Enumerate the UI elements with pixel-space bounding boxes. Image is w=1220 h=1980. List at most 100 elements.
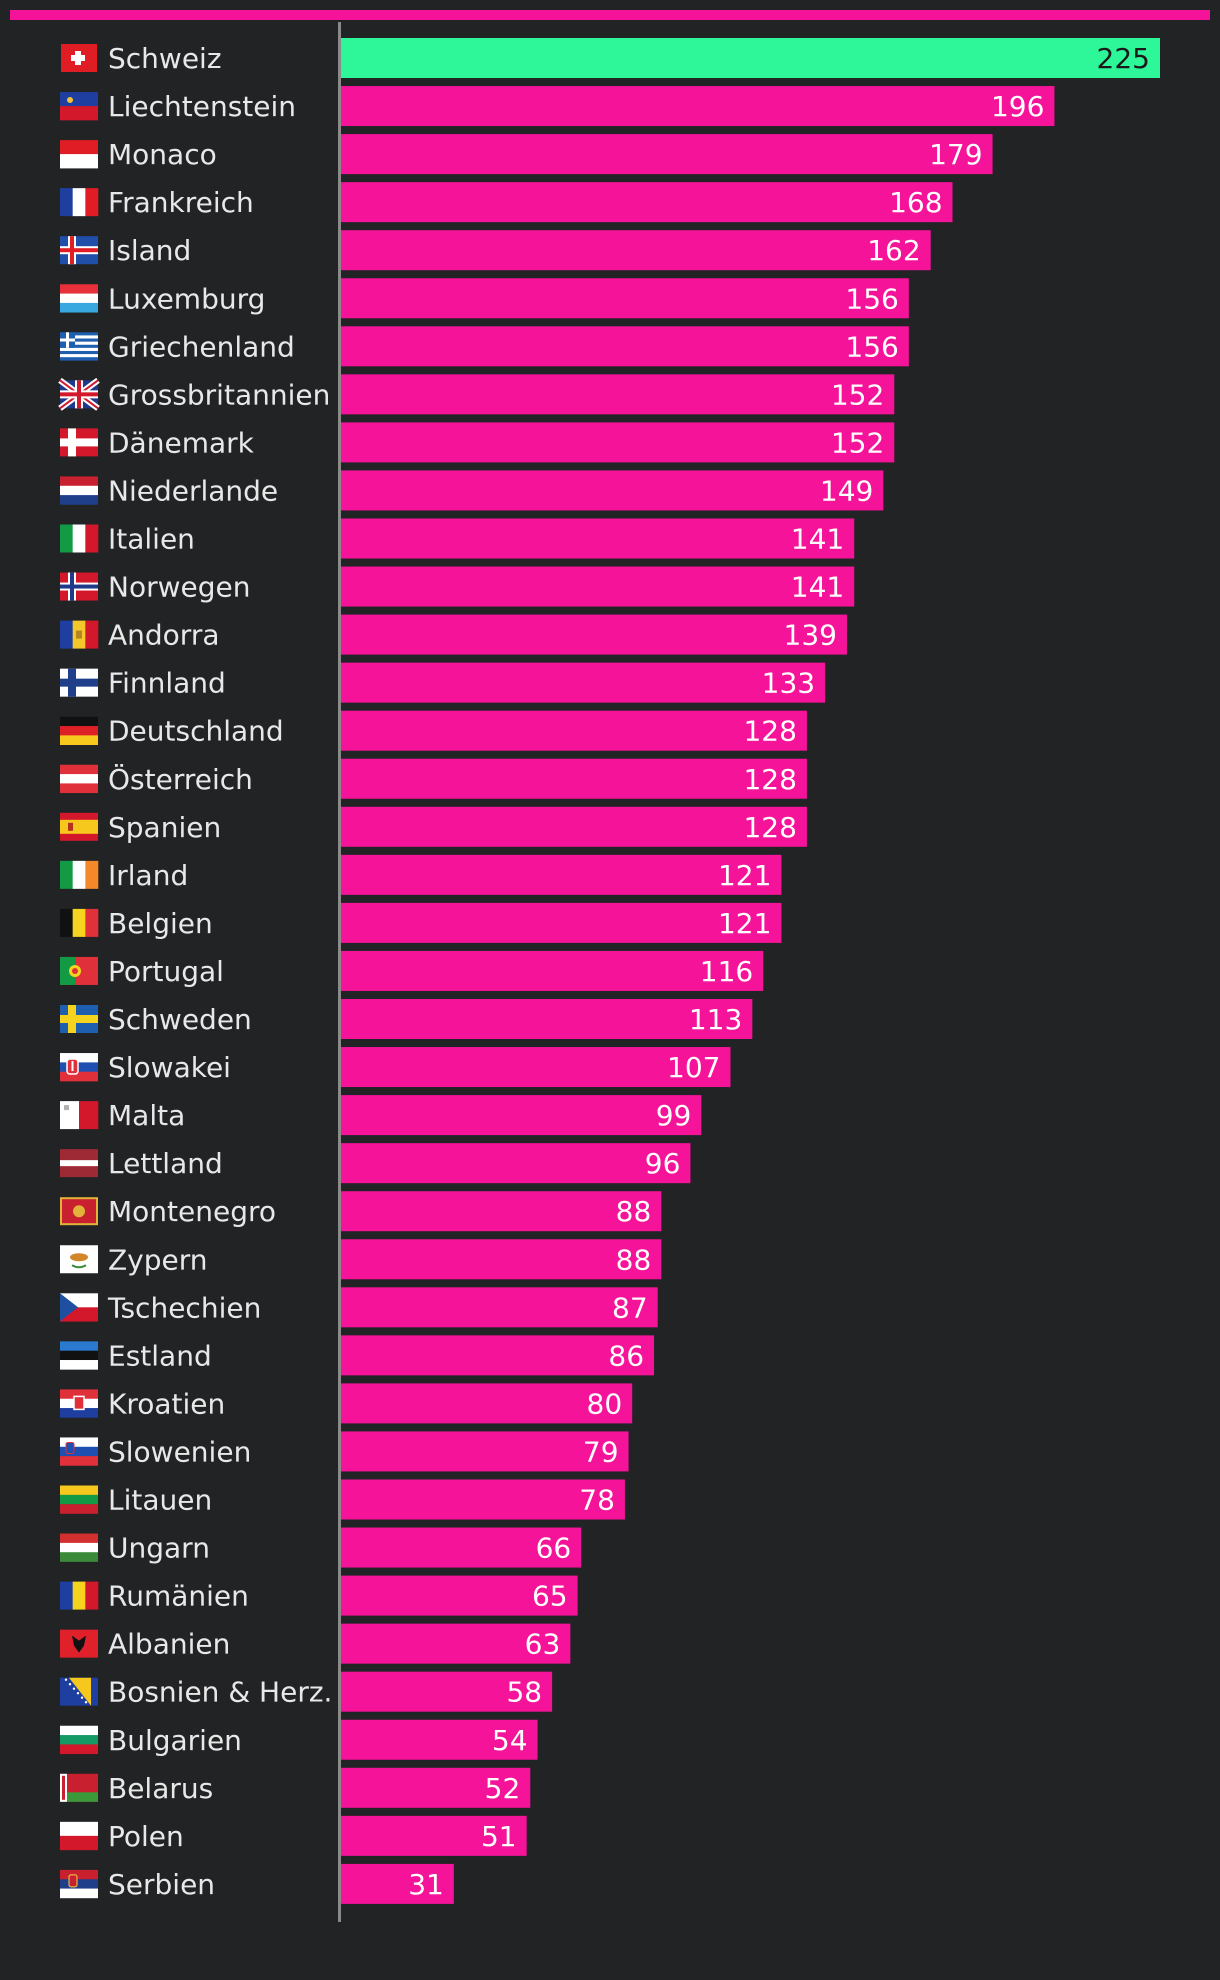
flag-fi-icon <box>60 668 98 697</box>
bar-row-belgien: Belgien 121 <box>60 902 782 943</box>
bar <box>341 1767 531 1808</box>
value-label: 179 <box>929 138 982 171</box>
bar <box>341 1575 578 1616</box>
category-label: Montenegro <box>108 1195 276 1228</box>
value-label: 52 <box>485 1772 521 1805</box>
category-label: Irland <box>108 859 188 892</box>
bar-row-tschechien: Tschechien 87 <box>60 1287 658 1328</box>
flag-lu-icon <box>60 284 98 313</box>
category-label: Luxemburg <box>108 282 265 315</box>
flag-es-icon <box>60 812 98 841</box>
value-label: 99 <box>656 1099 692 1132</box>
flag-nl-icon <box>60 476 98 505</box>
bar <box>341 1191 662 1232</box>
bar-row-lettland: Lettland 96 <box>60 1143 691 1184</box>
bar <box>341 1863 454 1904</box>
value-label: 141 <box>791 523 844 556</box>
value-label: 31 <box>408 1868 444 1901</box>
flag-gr-icon <box>60 332 98 361</box>
flag-it-icon <box>60 524 99 553</box>
value-label: 225 <box>1097 42 1150 75</box>
bar <box>341 1719 538 1760</box>
value-label: 152 <box>831 378 884 411</box>
bar-row-island: Island 162 <box>60 230 931 271</box>
flag-cy-icon <box>60 1245 98 1274</box>
category-label: Schweiz <box>108 42 222 75</box>
flag-ch-icon <box>61 44 97 72</box>
bar-row-serbien: Serbien 31 <box>60 1863 454 1904</box>
bar-row-österreich: Österreich 128 <box>60 758 807 799</box>
category-label: Österreich <box>108 762 253 796</box>
bar-row-deutschland: Deutschland 128 <box>60 710 807 751</box>
bar <box>341 902 782 943</box>
bar <box>341 1431 629 1472</box>
flag-ba-icon <box>60 1677 98 1706</box>
value-label: 80 <box>587 1387 623 1420</box>
bar <box>341 806 807 847</box>
value-label: 78 <box>579 1484 615 1517</box>
bar-row-schweden: Schweden 113 <box>60 999 753 1039</box>
bar-row-slowakei: Slowakei 107 <box>60 1047 731 1088</box>
bar <box>341 758 807 799</box>
value-label: 121 <box>718 907 771 940</box>
bar-row-polen: Polen 51 <box>60 1815 527 1856</box>
value-label: 51 <box>481 1820 517 1853</box>
bar-row-zypern: Zypern 88 <box>60 1239 662 1280</box>
category-label: Estland <box>108 1339 212 1372</box>
flag-de-icon <box>60 716 98 745</box>
flag-lt-icon <box>60 1485 98 1514</box>
value-label: 156 <box>845 282 898 315</box>
bar-row-litauen: Litauen 78 <box>60 1479 625 1520</box>
flag-lv-icon <box>60 1149 98 1178</box>
value-label: 128 <box>743 763 796 796</box>
bar-row-bosnien-herz-: Bosnien & Herz. 58 <box>60 1671 553 1712</box>
top-rule <box>10 10 1210 20</box>
bar <box>341 326 909 367</box>
category-label: Rumänien <box>108 1580 249 1613</box>
bar-row-dänemark: Dänemark 152 <box>60 422 895 463</box>
bar-row-estland: Estland 86 <box>60 1335 655 1376</box>
category-label: Dänemark <box>108 426 255 459</box>
bar-row-finnland: Finnland 133 <box>60 662 826 703</box>
bar <box>341 1095 702 1136</box>
bar-row-griechenland: Griechenland 156 <box>60 326 909 367</box>
bar-row-grossbritannien: Grossbritannien 152 <box>58 374 895 415</box>
category-label: Ungarn <box>108 1532 210 1565</box>
category-label: Polen <box>108 1820 184 1853</box>
bar <box>341 422 895 463</box>
category-label: Liechtenstein <box>108 90 296 123</box>
bar <box>341 1479 625 1520</box>
value-label: 63 <box>525 1628 561 1661</box>
value-label: 107 <box>667 1051 720 1084</box>
bar <box>341 999 753 1039</box>
category-label: Kroatien <box>108 1387 225 1420</box>
flag-cz-icon <box>60 1293 98 1322</box>
value-label: 113 <box>689 1003 742 1036</box>
category-label: Serbien <box>108 1868 215 1901</box>
bar <box>341 614 847 655</box>
flag-ie-icon <box>60 860 99 889</box>
category-label: Tschechien <box>107 1291 261 1324</box>
category-label: Lettland <box>108 1147 223 1180</box>
flag-al-icon <box>60 1629 98 1658</box>
value-label: 54 <box>492 1724 528 1757</box>
category-label: Bosnien & Herz. <box>108 1676 332 1709</box>
category-label: Schweden <box>108 1003 252 1036</box>
flag-be-icon <box>60 908 99 937</box>
bar-row-schweiz: Schweiz 225 <box>61 38 1160 78</box>
value-label: 139 <box>784 619 837 652</box>
bar-row-slowenien: Slowenien 79 <box>60 1431 629 1472</box>
bar-row-montenegro: Montenegro 88 <box>60 1191 662 1232</box>
value-label: 116 <box>700 955 753 988</box>
flag-is-icon <box>60 236 98 265</box>
bar-row-liechtenstein: Liechtenstein 196 <box>60 86 1055 127</box>
category-label: Belgien <box>108 907 213 940</box>
flag-si-icon <box>60 1437 98 1466</box>
category-label: Malta <box>108 1099 185 1132</box>
value-label: 58 <box>506 1676 542 1709</box>
bar <box>341 1335 655 1376</box>
bar <box>341 1239 662 1280</box>
bar <box>341 1671 553 1712</box>
bar-row-irland: Irland 121 <box>60 854 782 895</box>
bar <box>341 278 909 319</box>
